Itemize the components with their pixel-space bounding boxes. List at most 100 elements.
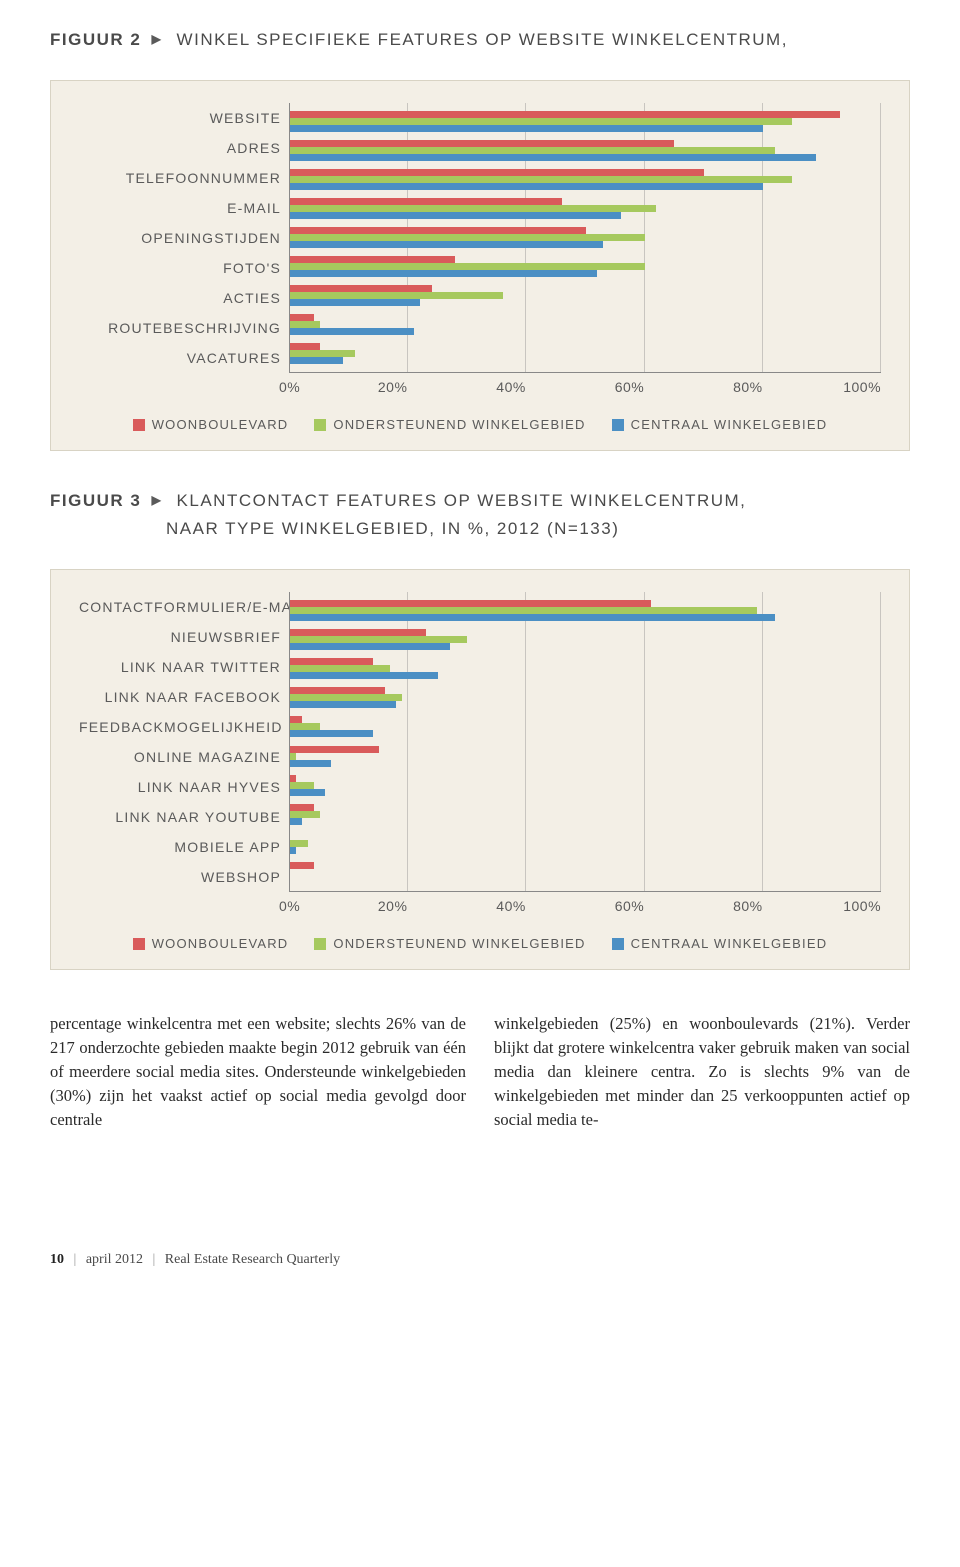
x-tick: 40% xyxy=(407,898,525,914)
bar xyxy=(290,600,651,607)
figure3-bars-stack xyxy=(290,592,881,891)
bar-row xyxy=(290,858,881,887)
x-tick: 100% xyxy=(763,898,881,914)
bar xyxy=(290,328,414,335)
category-label: WEBSITE xyxy=(79,103,281,133)
bar xyxy=(290,183,763,190)
body-column-right: winkelgebieden (25%) en woonboulevards (… xyxy=(494,1012,910,1132)
bar xyxy=(290,111,840,118)
legend-item: CENTRAAL WINKELGEBIED xyxy=(612,936,828,951)
figure3-xaxis: 0%20%40%60%80%100% xyxy=(289,898,881,914)
figure2-labels-column: WEBSITEADRESTELEFOONNUMMERE-MAILOPENINGS… xyxy=(79,103,289,373)
bar xyxy=(290,147,775,154)
bar xyxy=(290,118,792,125)
category-label: MOBIELE APP xyxy=(79,832,281,862)
bar xyxy=(290,614,775,621)
bar xyxy=(290,804,314,811)
bar xyxy=(290,760,331,767)
bar xyxy=(290,701,396,708)
bar-row xyxy=(290,654,881,683)
bar-row xyxy=(290,165,881,194)
figure3-chart-box: CONTACTFORMULIER/E-MAILNIEUWSBRIEF LINK N… xyxy=(50,569,910,970)
figure2-bars-stack xyxy=(290,103,881,372)
bar xyxy=(290,862,314,869)
triangle-icon: ▶ xyxy=(152,32,163,46)
bar xyxy=(290,782,314,789)
category-label: LINK NAAR HYVES xyxy=(79,772,281,802)
x-tick: 40% xyxy=(407,379,525,395)
x-tick: 20% xyxy=(289,379,407,395)
bar xyxy=(290,636,467,643)
bar xyxy=(290,687,385,694)
figure2-bars-column xyxy=(289,103,881,373)
legend-label: WOONBOULEVARD xyxy=(152,936,289,951)
bar xyxy=(290,292,503,299)
body-column-left: percentage winkelcentra met een website;… xyxy=(50,1012,466,1132)
legend-item: ONDERSTEUNEND WINKELGEBIED xyxy=(314,936,585,951)
bar-row xyxy=(290,683,881,712)
bar-row xyxy=(290,339,881,368)
bar xyxy=(290,234,645,241)
bar xyxy=(290,753,296,760)
category-label: CONTACTFORMULIER/E-MAIL xyxy=(79,592,281,622)
page-footer: 10 | april 2012 | Real Estate Research Q… xyxy=(50,1252,910,1268)
legend-label: ONDERSTEUNEND WINKELGEBIED xyxy=(333,936,585,951)
figure3-label: FIGUUR 3 xyxy=(50,491,141,510)
bar-row xyxy=(290,829,881,858)
bar xyxy=(290,818,302,825)
bar xyxy=(290,256,455,263)
footer-date: april 2012 xyxy=(86,1252,143,1267)
x-tick: 100% xyxy=(763,379,881,395)
legend-swatch xyxy=(314,938,326,950)
figure2-title: FIGUUR 2 ▶ WINKEL SPECIFIEKE FEATURES OP… xyxy=(50,30,910,50)
x-tick: 80% xyxy=(644,379,762,395)
category-label: FOTO'S xyxy=(79,253,281,283)
legend-swatch xyxy=(612,938,624,950)
footer-journal: Real Estate Research Quarterly xyxy=(165,1252,340,1267)
category-label: NIEUWSBRIEF xyxy=(79,622,281,652)
bar-row xyxy=(290,281,881,310)
legend-item: WOONBOULEVARD xyxy=(133,417,289,432)
legend-swatch xyxy=(612,419,624,431)
bar xyxy=(290,299,420,306)
bar-row xyxy=(290,252,881,281)
legend-swatch xyxy=(133,419,145,431)
figure2-caption: WINKEL SPECIFIEKE FEATURES OP WEBSITE WI… xyxy=(177,30,788,49)
category-label: OPENINGSTIJDEN xyxy=(79,223,281,253)
category-label: E-MAIL xyxy=(79,193,281,223)
bar xyxy=(290,840,308,847)
bar-row xyxy=(290,223,881,252)
bar xyxy=(290,140,674,147)
legend-item: ONDERSTEUNEND WINKELGEBIED xyxy=(314,417,585,432)
figure3-subtitle: NAAR TYPE WINKELGEBIED, IN %, 2012 (N=13… xyxy=(166,519,910,539)
footer-separator: | xyxy=(152,1252,155,1267)
legend-item: CENTRAAL WINKELGEBIED xyxy=(612,417,828,432)
bar xyxy=(290,746,379,753)
bar xyxy=(290,357,343,364)
category-label: LINK NAAR YOUTUBE xyxy=(79,802,281,832)
bar xyxy=(290,847,296,854)
triangle-icon: ▶ xyxy=(152,493,163,507)
bar xyxy=(290,176,792,183)
legend-swatch xyxy=(133,938,145,950)
legend-label: CENTRAAL WINKELGEBIED xyxy=(631,417,828,432)
category-label: ACTIES xyxy=(79,283,281,313)
bar xyxy=(290,125,763,132)
bar-row xyxy=(290,596,881,625)
x-tick: 20% xyxy=(289,898,407,914)
x-tick: 60% xyxy=(526,898,644,914)
x-tick: 60% xyxy=(526,379,644,395)
bar-row xyxy=(290,771,881,800)
bar xyxy=(290,811,320,818)
bar xyxy=(290,343,320,350)
category-label: WEBSHOP xyxy=(79,862,281,892)
page-number: 10 xyxy=(50,1252,64,1267)
bar xyxy=(290,694,402,701)
bar xyxy=(290,169,704,176)
category-label: VACATURES xyxy=(79,343,281,373)
figure2-chart-box: WEBSITEADRESTELEFOONNUMMERE-MAILOPENINGS… xyxy=(50,80,910,451)
figure3-title: FIGUUR 3 ▶ KLANTCONTACT FEATURES OP WEBS… xyxy=(50,491,910,511)
bar xyxy=(290,270,597,277)
bar-row xyxy=(290,741,881,770)
bar xyxy=(290,607,757,614)
